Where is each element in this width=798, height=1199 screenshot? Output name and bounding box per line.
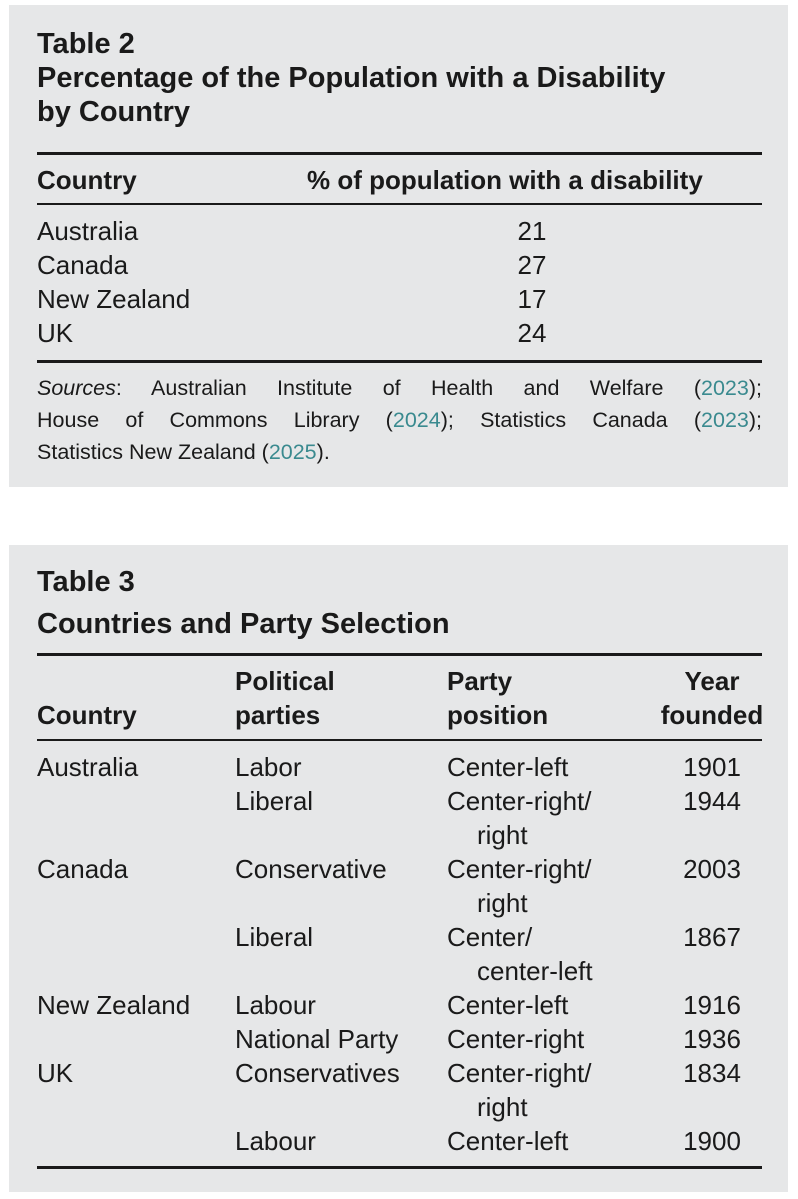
table-3-year: 1936 bbox=[683, 1024, 741, 1054]
table-3-header-rule bbox=[37, 739, 762, 741]
table-3-top-rule bbox=[37, 653, 762, 656]
table-3-position-continued: right bbox=[477, 888, 528, 918]
table-3-header-position-line-1: Party bbox=[447, 666, 513, 696]
table-2-title-line-1: Percentage of the Population with a Disa… bbox=[37, 62, 666, 94]
sources-text: ); Statistics Canada ( bbox=[440, 408, 702, 432]
table-3-country: New Zealand bbox=[37, 990, 191, 1020]
table-3-position-continued: center-left bbox=[477, 956, 593, 986]
table-3-position: Center-right bbox=[447, 1024, 585, 1054]
table-3-year: 2003 bbox=[683, 854, 741, 884]
citation-link[interactable]: 2023 bbox=[701, 376, 749, 400]
table-3-label: Table 3 bbox=[37, 566, 135, 598]
table-3-position: Center-right/ bbox=[447, 854, 592, 884]
sources-text: Statistics New Zealand ( bbox=[37, 440, 269, 464]
table-3-country: Canada bbox=[37, 854, 129, 884]
table-2-value: 21 bbox=[517, 216, 547, 246]
table-3-position-continued: right bbox=[477, 1092, 528, 1122]
table-3-year: 1944 bbox=[683, 786, 741, 816]
table-3-position: Center-right/ bbox=[447, 786, 592, 816]
table-3-party: Labour bbox=[235, 1126, 316, 1156]
table-3-header-position-line-2: position bbox=[447, 700, 549, 730]
sources-text: ). bbox=[316, 440, 330, 464]
table-3-party: Conservatives bbox=[235, 1058, 400, 1088]
table-3-panel: Table 3 Countries and Party Selection Co… bbox=[9, 545, 788, 1192]
table-3-header-parties-line-2: parties bbox=[235, 700, 321, 730]
table-3-position: Center-right/ bbox=[447, 1058, 592, 1088]
table-2-label: Table 2 bbox=[37, 28, 135, 60]
table-3-year: 1901 bbox=[683, 752, 741, 782]
table-3-header-year-line-1: Year bbox=[684, 666, 740, 696]
table-2-value: 17 bbox=[517, 284, 547, 314]
table-3-header-country: Country bbox=[37, 700, 137, 730]
table-2-sources-note: Sources: Australian Institute of Health … bbox=[37, 372, 762, 468]
table-2-top-rule bbox=[37, 152, 762, 155]
table-3-bottom-rule bbox=[37, 1166, 762, 1169]
table-2-header-percent: % of population with a disability bbox=[307, 165, 703, 195]
table-2-header-country: Country bbox=[37, 165, 137, 195]
table-2-country: Canada bbox=[37, 250, 129, 280]
table-2-header-rule bbox=[37, 203, 762, 205]
sources-text: ); bbox=[748, 408, 763, 432]
table-3-year: 1916 bbox=[683, 990, 741, 1020]
table-3-party: Conservative bbox=[235, 854, 387, 884]
table-2-bottom-rule bbox=[37, 360, 762, 363]
table-3-position: Center-left bbox=[447, 990, 569, 1020]
table-2-panel: Table 2 Percentage of the Population wit… bbox=[9, 5, 788, 487]
table-3-position: Center/ bbox=[447, 922, 533, 952]
citation-link[interactable]: 2025 bbox=[268, 440, 317, 464]
table-2-country: New Zealand bbox=[37, 284, 191, 314]
table-3-header-year-line-2: founded bbox=[660, 700, 764, 730]
sources-text: House of Commons Library ( bbox=[37, 408, 393, 432]
table-3-year: 1867 bbox=[683, 922, 741, 952]
table-3-header-parties-line-1: Political bbox=[235, 666, 335, 696]
table-2-country: Australia bbox=[37, 216, 139, 246]
table-2-title-line-2: by Country bbox=[37, 96, 191, 128]
table-2-country: UK bbox=[37, 318, 74, 348]
citation-link[interactable]: 2023 bbox=[701, 408, 749, 432]
sources-line-2: House of Commons Library (2024); Statist… bbox=[37, 404, 762, 436]
sources-text: ); bbox=[748, 376, 762, 400]
table-3-year: 1834 bbox=[683, 1058, 741, 1088]
table-3-party: Labor bbox=[235, 752, 302, 782]
table-3-title: Countries and Party Selection bbox=[37, 608, 450, 640]
table-3-party: Liberal bbox=[235, 922, 314, 952]
table-2-value: 24 bbox=[517, 318, 547, 348]
table-3-country: UK bbox=[37, 1058, 74, 1088]
table-2-value: 27 bbox=[517, 250, 547, 280]
table-3-party: Liberal bbox=[235, 786, 314, 816]
table-3-party: Labour bbox=[235, 990, 316, 1020]
sources-line-1: Sources: Australian Institute of Health … bbox=[37, 372, 762, 404]
table-3-position: Center-left bbox=[447, 752, 569, 782]
table-3-year: 1900 bbox=[683, 1126, 741, 1156]
citation-link[interactable]: 2024 bbox=[392, 408, 441, 432]
table-3-party: National Party bbox=[235, 1024, 399, 1054]
table-3-position: Center-left bbox=[447, 1126, 569, 1156]
sources-line-3: Statistics New Zealand (2025). bbox=[37, 436, 762, 468]
table-3-country: Australia bbox=[37, 752, 139, 782]
sources-text: : Australian Institute of Health and Wel… bbox=[115, 376, 702, 400]
sources-label: Sources bbox=[37, 376, 116, 400]
table-3-position-continued: right bbox=[477, 820, 528, 850]
